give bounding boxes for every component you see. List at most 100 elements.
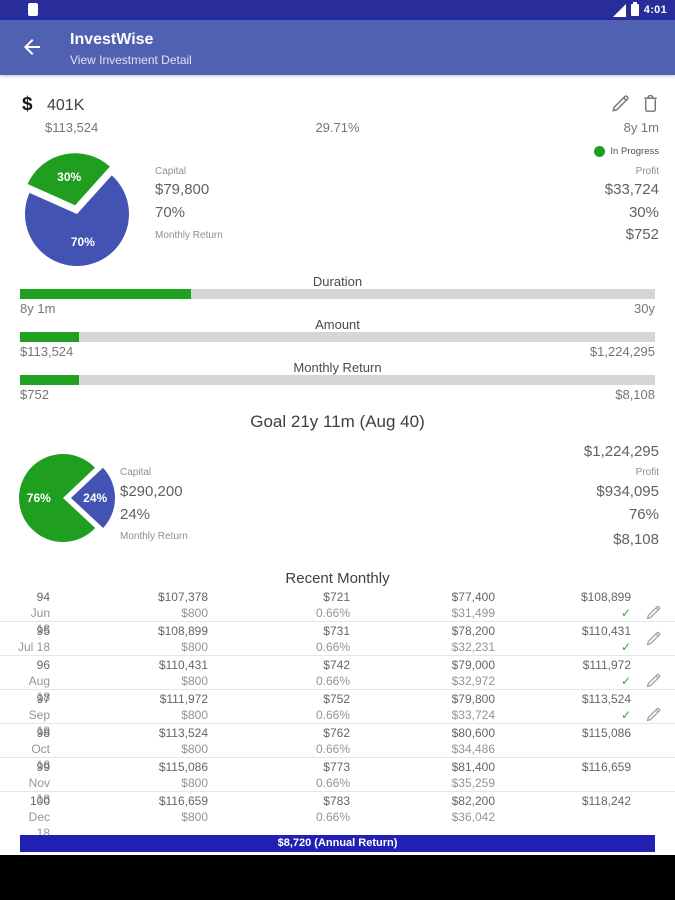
goal-profit-label: Profit <box>635 467 659 478</box>
pie-slice-profit <box>19 454 96 543</box>
amount-bar-min: $113,524 <box>20 344 74 359</box>
pie-slice-capital <box>25 175 130 267</box>
duration-bar-title: Duration <box>312 274 363 289</box>
row-month: Sep 18 <box>28 708 50 738</box>
row-return: $762 <box>323 726 350 740</box>
row-return: $731 <box>323 624 350 638</box>
row-profit: $32,972 <box>451 674 495 688</box>
row-start-value: $107,378 <box>157 590 208 604</box>
battery-icon <box>630 2 639 16</box>
arrow-left-icon <box>24 39 40 55</box>
table-row: 97 Sep 18 $111,972 $800 $752 0.66% $79,800 $… <box>0 690 675 738</box>
annual-return-bar: $8,720 (Annual Return) <box>20 835 655 852</box>
currency-symbol-icon: $ <box>22 94 33 115</box>
confirmed-check-icon: ✓ <box>620 708 631 722</box>
row-total: $110,431 <box>581 624 631 638</box>
row-deposit: $800 <box>181 606 208 620</box>
amount-bar-max: $1,224,295 <box>589 344 655 359</box>
row-total: $118,242 <box>581 794 631 808</box>
row-month: Aug 18 <box>28 674 50 704</box>
page-subtitle: View Investment Detail <box>70 53 192 67</box>
pie-slice-capital <box>71 467 116 528</box>
current-duration: 8y 1m <box>623 120 659 135</box>
row-start-value: $108,899 <box>157 624 208 638</box>
row-start-value: $110,431 <box>158 658 208 672</box>
row-profit: $31,499 <box>451 606 495 620</box>
row-start-value: $116,659 <box>158 794 208 808</box>
row-total: $108,899 <box>580 590 631 604</box>
row-month: Oct 18 <box>31 742 50 772</box>
row-rate: 0.66% <box>315 810 350 824</box>
row-index: 97 <box>36 692 50 706</box>
row-capital: $82,200 <box>451 794 495 808</box>
row-edit-button[interactable] <box>644 629 663 648</box>
goal-capital-pct: 24% <box>120 506 151 523</box>
status-dot-icon <box>594 146 606 157</box>
monthly-table-body: 94 Jun 18 $107,378 $800 $721 0.66% $77,400 $… <box>0 588 675 840</box>
profit-pct: 30% <box>628 204 659 221</box>
row-profit: $35,259 <box>451 776 495 790</box>
amount-bar-title: Amount <box>315 317 360 332</box>
duration-bar-max: 30y <box>634 301 655 316</box>
monthly-return-value: $752 <box>625 226 659 243</box>
row-total: $111,972 <box>582 658 631 672</box>
row-index: 100 <box>29 794 50 808</box>
row-capital: $79,800 <box>451 692 495 706</box>
row-edit-button[interactable] <box>644 671 663 690</box>
row-deposit: $800 <box>181 674 208 688</box>
edit-investment-button[interactable] <box>609 92 633 116</box>
pie-slice-label: 30% <box>57 170 81 184</box>
row-index: 94 <box>36 590 50 604</box>
goal-profit-value: $934,095 <box>596 483 659 500</box>
row-capital: $80,600 <box>451 726 495 740</box>
row-deposit: $800 <box>181 742 208 756</box>
confirmed-check-icon: ✓ <box>620 674 631 688</box>
row-total: $115,086 <box>581 726 631 740</box>
back-button[interactable] <box>20 35 44 59</box>
pie-slice-label: 70% <box>71 235 95 249</box>
duration-progress-fill <box>20 289 192 299</box>
capital-label: Capital <box>155 166 187 177</box>
confirmed-check-icon: ✓ <box>620 640 631 654</box>
current-percent: 29.71% <box>315 120 360 135</box>
row-rate: 0.66% <box>315 640 350 654</box>
table-row: 98 Oct 18 $113,524 $800 $762 0.66% $80,600 $… <box>0 724 675 772</box>
status-badge: In Progress <box>594 146 659 157</box>
monthly-return-bar-title: Monthly Return <box>293 360 382 375</box>
row-capital: $78,200 <box>451 624 495 638</box>
table-row: 94 Jun 18 $107,378 $800 $721 0.66% $77,400 $… <box>0 588 675 636</box>
row-rate: 0.66% <box>315 776 350 790</box>
status-bar: 4:01 <box>0 0 675 20</box>
row-start-value: $111,972 <box>159 692 208 706</box>
monthly-return-label: Monthly Return <box>155 230 223 241</box>
row-capital: $81,400 <box>451 760 495 774</box>
signal-icon <box>612 3 626 17</box>
row-total: $113,524 <box>581 692 631 706</box>
trash-icon <box>644 94 657 112</box>
amount-progress-bar <box>20 332 655 342</box>
row-profit: $32,231 <box>451 640 495 654</box>
delete-investment-button[interactable] <box>639 92 663 116</box>
row-profit: $33,724 <box>451 708 495 722</box>
row-index: 95 <box>36 624 50 638</box>
row-rate: 0.66% <box>315 742 350 756</box>
goal-capital-value: $290,200 <box>120 483 183 500</box>
goal-monthly-return-value: $8,108 <box>613 531 659 548</box>
app-title: InvestWise <box>70 31 154 48</box>
row-deposit: $800 <box>181 776 208 790</box>
row-deposit: $800 <box>181 708 208 722</box>
goal-total: $1,224,295 <box>583 443 659 460</box>
investment-name: 401K <box>47 97 85 114</box>
current-pie-chart: 30% 70% <box>25 153 130 267</box>
row-return: $721 <box>323 590 350 604</box>
row-edit-button[interactable] <box>644 705 663 724</box>
notification-icon <box>28 3 38 16</box>
row-return: $773 <box>323 760 350 774</box>
app-bar: InvestWise View Investment Detail <box>0 20 675 75</box>
row-profit: $36,042 <box>451 810 495 824</box>
goal-monthly-return-label: Monthly Return <box>120 531 188 542</box>
row-edit-button[interactable] <box>644 603 663 622</box>
goal-title: Goal 21y 11m (Aug 40) <box>250 412 425 431</box>
row-month: Jun 18 <box>30 606 50 636</box>
